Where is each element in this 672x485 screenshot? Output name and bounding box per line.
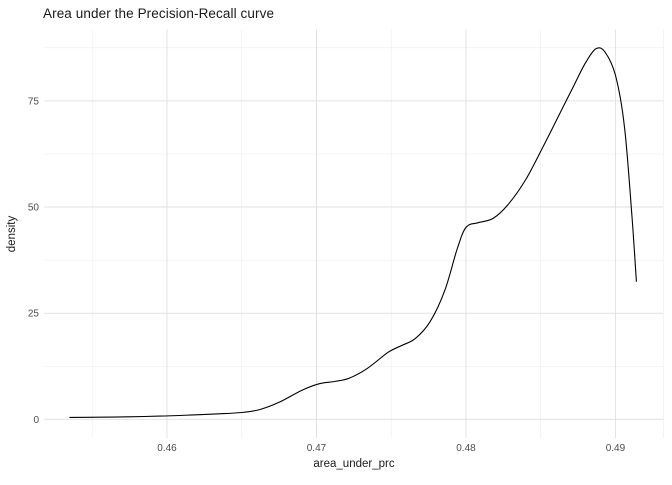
x-tick-label: 0.48 <box>456 443 476 454</box>
y-tick-label: 75 <box>28 96 40 107</box>
x-tick-label: 0.47 <box>307 443 327 454</box>
y-tick-label: 50 <box>28 203 40 214</box>
x-axis-title: area_under_prc <box>313 458 395 470</box>
y-tick-label: 0 <box>33 415 39 426</box>
chart-title: Area under the Precision-Recall curve <box>43 6 275 21</box>
x-tick-label: 0.49 <box>606 443 626 454</box>
y-axis-title: density <box>6 215 18 253</box>
y-tick-label: 25 <box>28 309 40 320</box>
density-curve <box>69 47 637 418</box>
x-tick-label: 0.46 <box>157 443 177 454</box>
